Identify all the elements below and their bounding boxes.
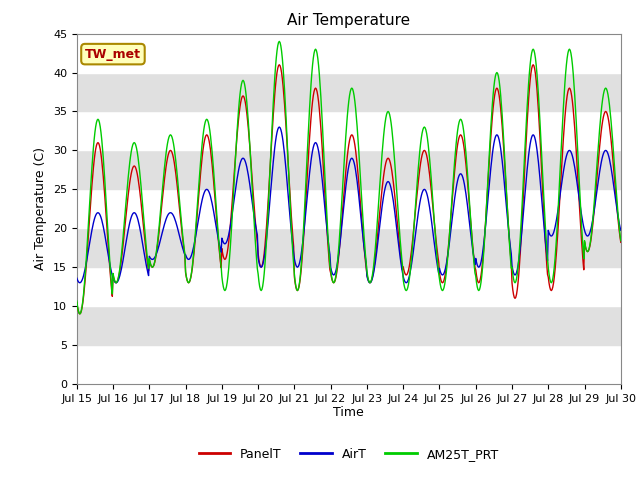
Legend: PanelT, AirT, AM25T_PRT: PanelT, AirT, AM25T_PRT: [194, 443, 504, 466]
Text: TW_met: TW_met: [85, 48, 141, 60]
Y-axis label: Air Temperature (C): Air Temperature (C): [35, 147, 47, 270]
Title: Air Temperature: Air Temperature: [287, 13, 410, 28]
Bar: [77, 150, 621, 189]
Bar: [77, 189, 621, 228]
Bar: [77, 111, 621, 150]
Bar: [77, 345, 621, 384]
Bar: [77, 306, 621, 345]
Bar: [77, 267, 621, 306]
Bar: [77, 228, 621, 267]
Bar: [77, 34, 621, 72]
Bar: [77, 72, 621, 111]
X-axis label: Time: Time: [333, 407, 364, 420]
